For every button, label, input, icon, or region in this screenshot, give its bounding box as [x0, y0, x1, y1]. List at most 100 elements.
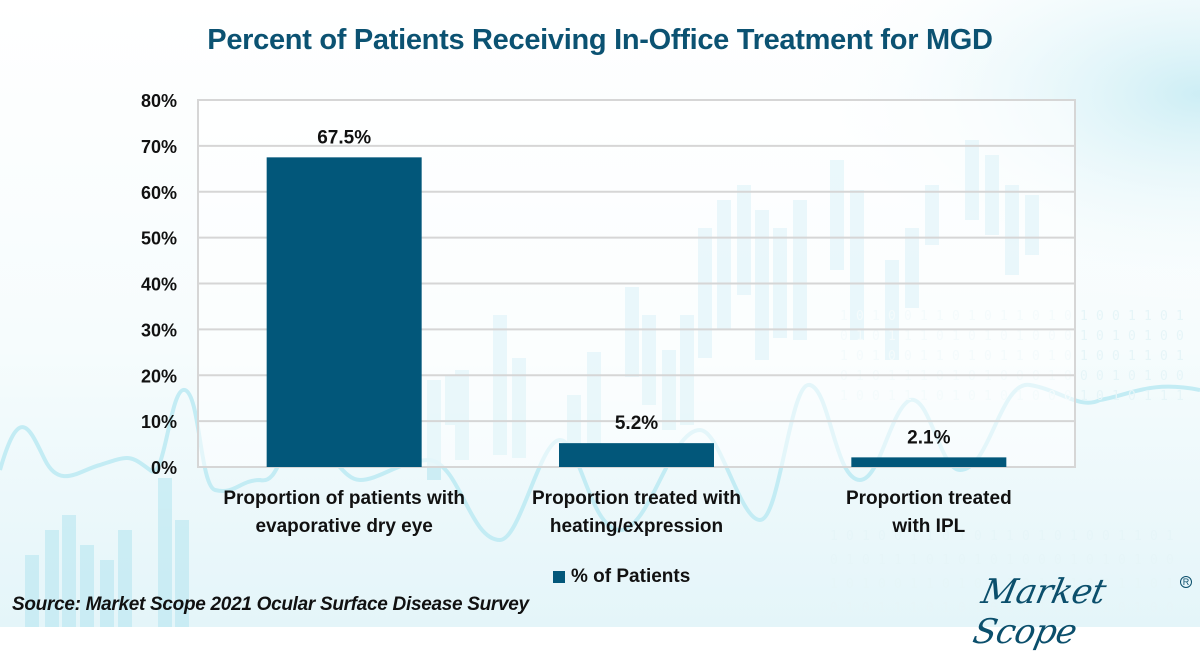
background-digit: 1 — [1176, 349, 1184, 364]
background-digit: 0 — [894, 577, 902, 592]
background-digit: 1 — [846, 553, 854, 568]
background-digit: 1 — [942, 601, 950, 616]
background-digit: 1 — [1080, 309, 1088, 324]
background-digit: 0 — [990, 601, 998, 616]
background-digit: 0 — [1176, 329, 1184, 344]
background-digit: 1 — [1134, 577, 1142, 592]
background-digit: 1 — [1144, 329, 1152, 344]
background-digit: 0 — [1128, 329, 1136, 344]
background-digit: 1 — [1038, 529, 1046, 544]
background-digit: 1 — [862, 577, 870, 592]
background-digit: 1 — [1134, 553, 1142, 568]
background-digit: 0 — [1054, 553, 1062, 568]
background-digit: 0 — [1022, 601, 1030, 616]
bar-chart: 0% 10% 20% 30% 40% 50% 60% 70% 80% 67.5% 5.2% 2.1%… — [141, 91, 1076, 537]
background-bar — [175, 520, 189, 627]
background-digit: 0 — [1150, 601, 1158, 616]
background-digit: 1 — [1118, 577, 1126, 592]
background-digit: 0 — [862, 553, 870, 568]
background-digit: 1 — [910, 529, 918, 544]
background-digit: 1 — [910, 553, 918, 568]
background-digit: 1 — [846, 601, 854, 616]
background-digit: 0 — [1086, 553, 1094, 568]
background-digit: 0 — [1150, 529, 1158, 544]
background-digit: 0 — [1038, 553, 1046, 568]
background-digit: 0 — [830, 553, 838, 568]
bar — [851, 457, 1007, 467]
background-digit: 0 — [1166, 601, 1174, 616]
background-digit: 0 — [1118, 601, 1126, 616]
background-digit: 1 — [1118, 529, 1126, 544]
data-labels: 67.5% 5.2% 2.1% — [317, 127, 950, 448]
y-tick-label: 20% — [141, 366, 177, 386]
background-digit: 1 — [958, 577, 966, 592]
background-digit: 0 — [1022, 577, 1030, 592]
background-digit: 0 — [1118, 553, 1126, 568]
source-note: Source: Market Scope 2021 Ocular Surface… — [12, 594, 529, 615]
chart-title: Percent of Patients Receiving In-Office … — [207, 24, 993, 56]
background-digit: 1 — [1128, 349, 1136, 364]
background-digit: 0 — [1150, 577, 1158, 592]
data-label: 67.5% — [317, 127, 371, 148]
background-digit: 1 — [1112, 389, 1120, 404]
background-digit: 1 — [1176, 309, 1184, 324]
background-digit: 1 — [926, 577, 934, 592]
background-digit: 1 — [1112, 369, 1120, 384]
background-digit: 1 — [1080, 349, 1088, 364]
x-tick-label: with IPL — [891, 516, 965, 537]
background-digit: 0 — [1176, 369, 1184, 384]
background-digit: 1 — [1144, 369, 1152, 384]
background-digit: 0 — [1086, 577, 1094, 592]
x-tick-label: evaporative dry eye — [255, 516, 432, 537]
y-tick-label: 30% — [141, 320, 177, 340]
background-digit: 1 — [862, 529, 870, 544]
background-digit: 0 — [1096, 329, 1104, 344]
background-digit: 1 — [1128, 309, 1136, 324]
background-digit: 1 — [942, 553, 950, 568]
background-digit: 1 — [990, 529, 998, 544]
background-digit: 0 — [1096, 369, 1104, 384]
background-digit: 1 — [830, 577, 838, 592]
background-digit: 1 — [1038, 577, 1046, 592]
legend: % of Patients — [553, 566, 690, 588]
y-tick-label: 80% — [141, 91, 177, 111]
background-digit: 1 — [830, 529, 838, 544]
background-bar — [80, 545, 94, 627]
bars — [266, 157, 1007, 467]
background-digit: 0 — [974, 577, 982, 592]
background-digit: 1 — [894, 601, 902, 616]
background-digit: 0 — [1070, 601, 1078, 616]
background-bar — [45, 530, 59, 627]
x-tick-label: Proportion treated — [846, 488, 1012, 509]
background-digit: 0 — [846, 577, 854, 592]
registered-trademark-icon: R — [1180, 576, 1192, 588]
background-digit: 0 — [1022, 553, 1030, 568]
background-digit: 0 — [1096, 349, 1104, 364]
background-digit: 0 — [1102, 529, 1110, 544]
y-axis-ticks: 0% 10% 20% 30% 40% 50% 60% 70% 80% — [141, 91, 177, 478]
background-digit: 1 — [1144, 309, 1152, 324]
background-bar — [100, 560, 114, 627]
background-digit: 1 — [990, 577, 998, 592]
background-digit: 1 — [974, 601, 982, 616]
background-digit: 1 — [910, 577, 918, 592]
background-digit: 0 — [1096, 389, 1104, 404]
background-digit: 1 — [1144, 349, 1152, 364]
y-tick-label: 50% — [141, 229, 177, 249]
background-digit: 0 — [926, 601, 934, 616]
x-tick-label: heating/expression — [550, 516, 723, 537]
background-digit: 0 — [942, 577, 950, 592]
background-digit: 1 — [1070, 553, 1078, 568]
background-digit: 1 — [1006, 553, 1014, 568]
background-digit: 0 — [926, 553, 934, 568]
background-digit: 1 — [1080, 329, 1088, 344]
background-digit: 0 — [1006, 601, 1014, 616]
market-scope-logo: Market Scope — [969, 572, 1110, 652]
background-digit: 1 — [1102, 601, 1110, 616]
background-digit: 0 — [1080, 369, 1088, 384]
background-digit: 1 — [1038, 601, 1046, 616]
background-digit: 0 — [974, 529, 982, 544]
background-digit: 0 — [1096, 309, 1104, 324]
background-bar — [158, 478, 172, 627]
y-tick-label: 70% — [141, 137, 177, 157]
